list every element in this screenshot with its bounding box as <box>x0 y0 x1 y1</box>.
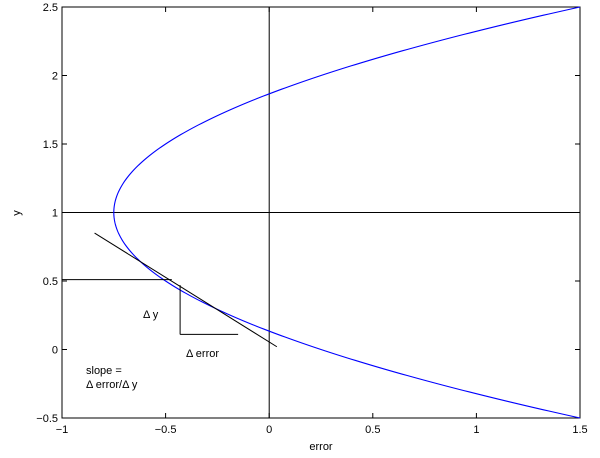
x-tick-label: −0.5 <box>155 424 177 436</box>
tangent-line <box>94 232 278 348</box>
y-tick-label: −0.5 <box>36 413 58 425</box>
x-tick-label: −1 <box>56 424 69 436</box>
y-tick-label: 1 <box>52 208 58 220</box>
y-tick-label: 2 <box>52 71 58 83</box>
tick-labels: −1 −0.5 0 0.5 1 1.5−0.500.511.522.5 <box>36 2 587 436</box>
x-tick-label: 1.5 <box>572 424 587 436</box>
x-tick-label: 1 <box>473 424 479 436</box>
y-tick-label: 0 <box>52 345 58 357</box>
y-tick-label: 1.5 <box>43 139 58 151</box>
y-tick-label: 0.5 <box>43 276 58 288</box>
curve-series <box>113 6 581 419</box>
x-axis-label: error <box>309 441 333 453</box>
slope-label-line2: Δ error/Δ y <box>86 379 138 391</box>
slope-label-line1: slope = <box>86 365 122 377</box>
y-axis-label: y <box>11 210 23 216</box>
x-tick-label: 0 <box>266 424 272 436</box>
delta-y-label: Δ y <box>143 309 159 321</box>
delta-error-label: Δ error <box>186 348 219 360</box>
y-tick-label: 2.5 <box>43 2 58 14</box>
x-tick-label: 0.5 <box>365 424 380 436</box>
